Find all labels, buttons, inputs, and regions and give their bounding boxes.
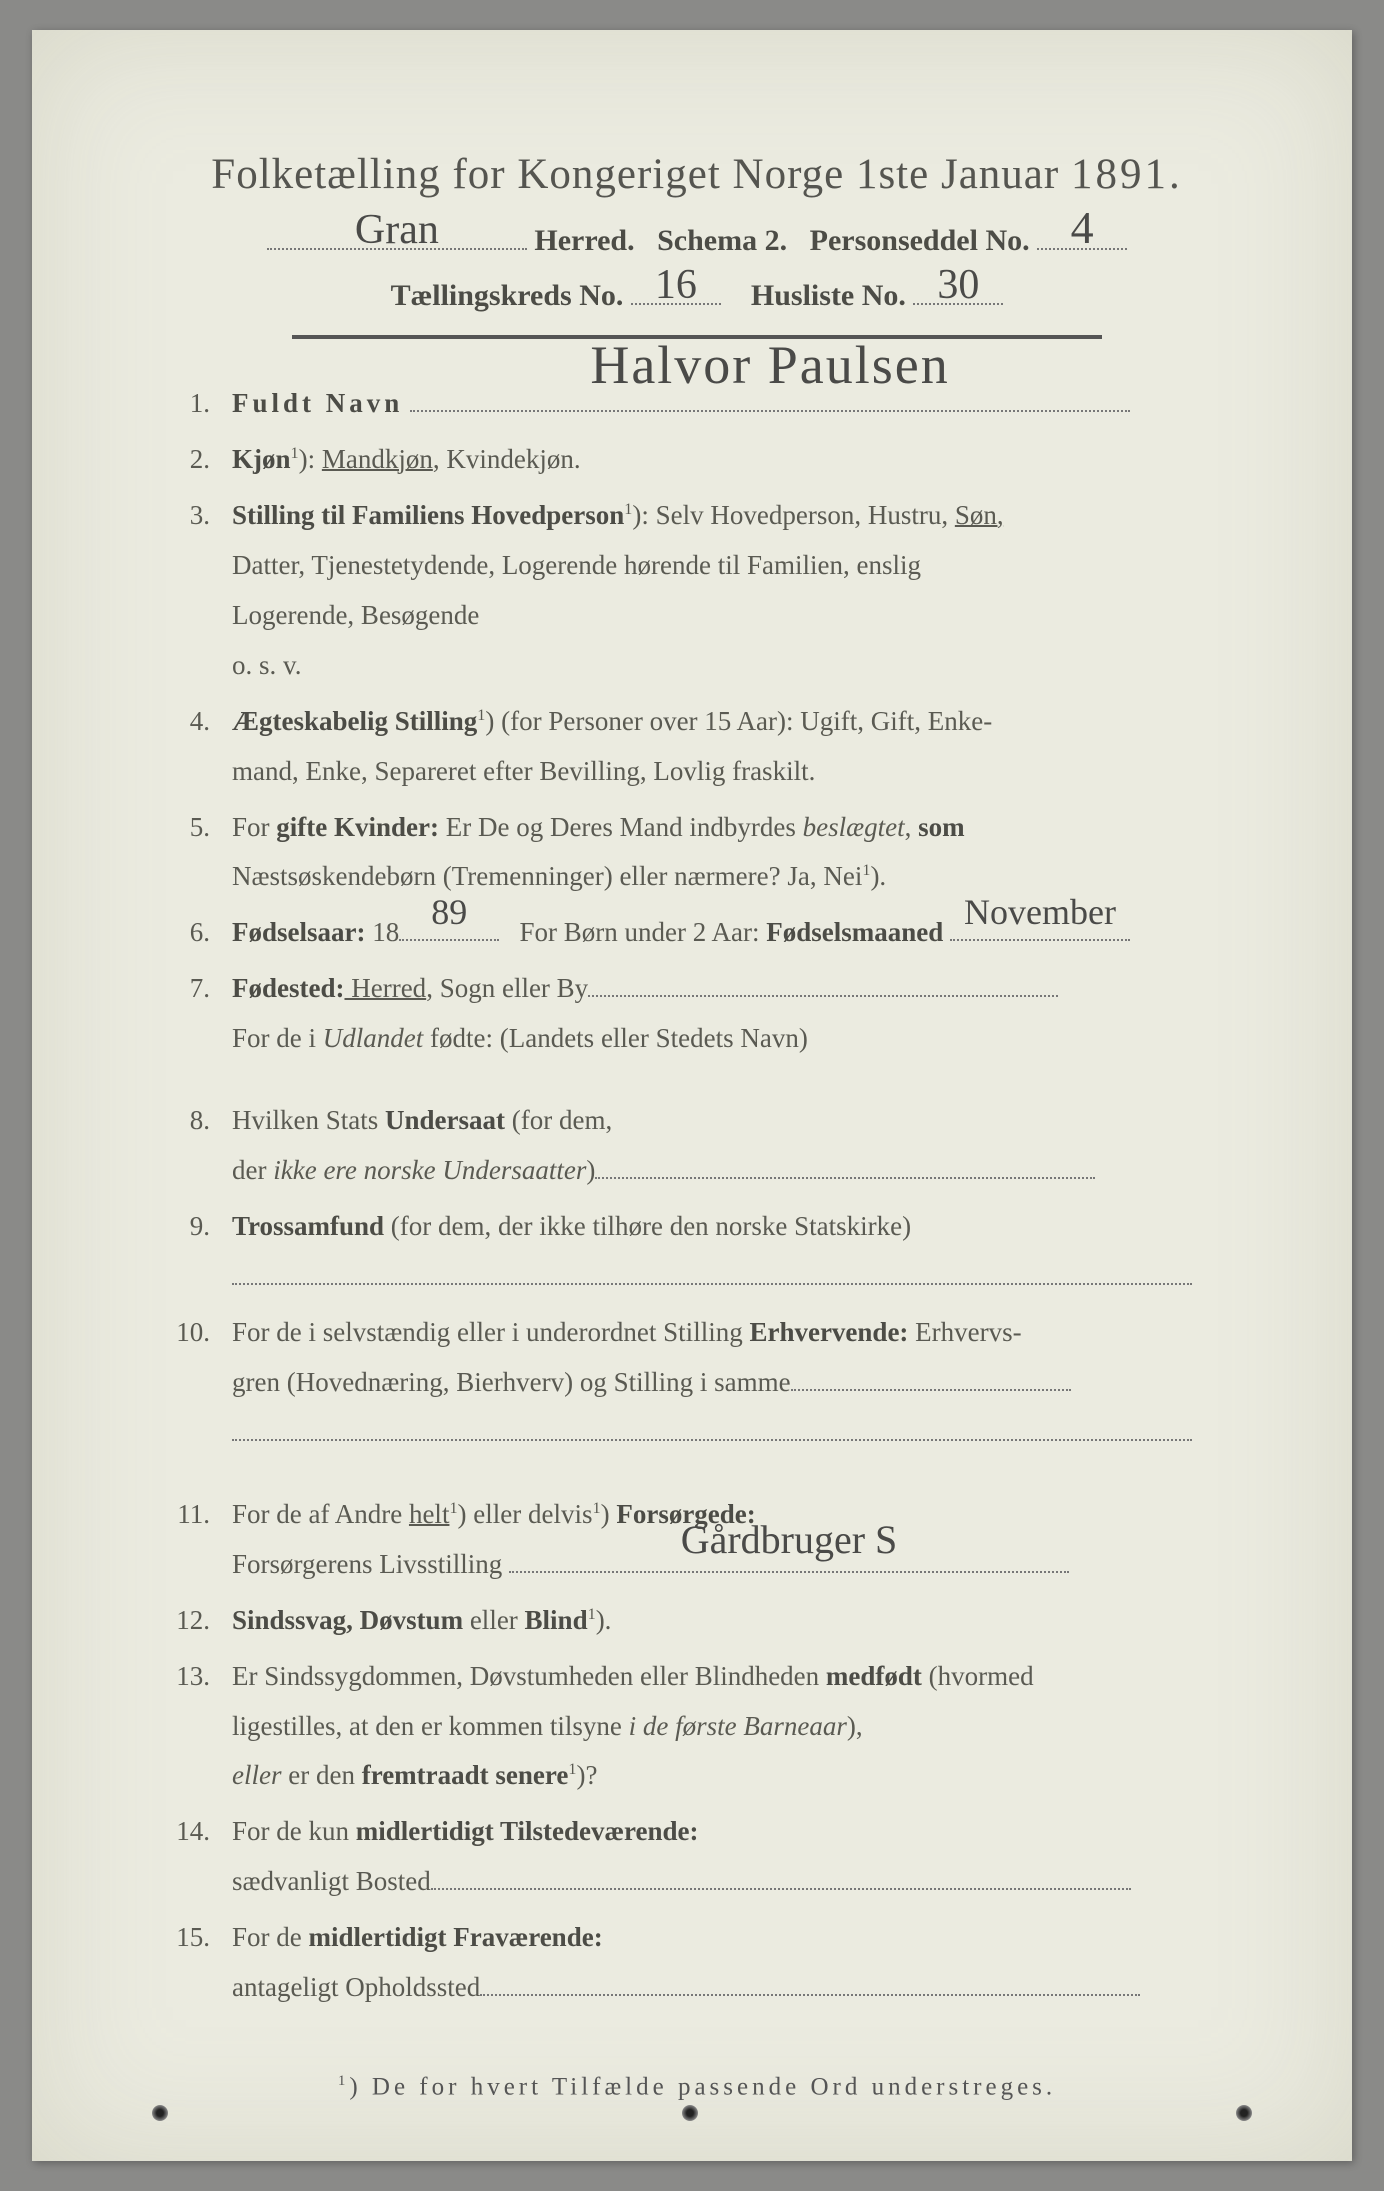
herred-label: Herred. xyxy=(534,224,634,257)
item-num: 15. xyxy=(162,1913,232,2013)
item-7: 7. Fødested: Herred, Sogn eller By For d… xyxy=(162,964,1232,1064)
field-label: Fuldt Navn xyxy=(232,388,403,418)
item-2: 2. Kjøn1): Mandkjøn, Kvindekjøn. xyxy=(162,435,1232,485)
item-num: 5. xyxy=(162,803,232,903)
kreds-field: 16 xyxy=(631,272,721,305)
item-num: 4. xyxy=(162,697,232,797)
binding-hole-icon xyxy=(682,2105,698,2121)
birthmonth-field: November xyxy=(950,912,1130,942)
item-num: 1. xyxy=(162,379,232,429)
item-num: 9. xyxy=(162,1202,232,1302)
header-line-3: Tællingskreds No. 16 Husliste No. 30 xyxy=(162,272,1232,313)
name-value: Halvor Paulsen xyxy=(410,316,1130,416)
item-12: 12. Sindssvag, Døvstum eller Blind1). xyxy=(162,1596,1232,1646)
item-num: 13. xyxy=(162,1652,232,1802)
item-num: 12. xyxy=(162,1596,232,1646)
birthyear-field: 89 xyxy=(399,912,499,942)
item-14: 14. For de kun midlertidigt Tilstedevære… xyxy=(162,1807,1232,1907)
item-9: 9. Trossamfund (for dem, der ikke tilhør… xyxy=(162,1202,1232,1302)
main-title: Folketælling for Kongeriget Norge 1ste J… xyxy=(162,150,1232,199)
item-num: 2. xyxy=(162,435,232,485)
personseddel-label: Personseddel No. xyxy=(810,224,1030,257)
item-3: 3. Stilling til Familiens Hovedperson1):… xyxy=(162,491,1232,691)
field-label: Fødselsaar: xyxy=(232,917,365,947)
birthyear-value: 89 xyxy=(399,879,499,946)
item-1: 1. Fuldt Navn Halvor Paulsen xyxy=(162,379,1232,429)
item-num: 10. xyxy=(162,1308,232,1458)
item-4: 4. Ægteskabelig Stilling1) (for Personer… xyxy=(162,697,1232,797)
sex-male: Mandkjøn xyxy=(322,444,433,474)
binding-hole-icon xyxy=(1236,2105,1252,2121)
field-label: Kjøn xyxy=(232,444,291,474)
relation-son: Søn, xyxy=(955,500,1004,530)
item-num: 6. xyxy=(162,908,232,958)
item-num: 7. xyxy=(162,964,232,1064)
provider-value: Gårdbruger S xyxy=(509,1503,1069,1577)
herred-value: Gran xyxy=(267,206,527,254)
census-form: Folketælling for Kongeriget Norge 1ste J… xyxy=(32,30,1352,2161)
field-label: Trossamfund xyxy=(232,1211,384,1241)
item-8: 8. Hvilken Stats Undersaat (for dem, der… xyxy=(162,1096,1232,1196)
item-13: 13. Er Sindssygdommen, Døvstumheden elle… xyxy=(162,1652,1232,1802)
item-num: 14. xyxy=(162,1807,232,1907)
field-label: Stilling til Familiens Hovedperson xyxy=(232,500,624,530)
item-num: 11. xyxy=(162,1490,232,1590)
provider-field: Gårdbruger S xyxy=(509,1543,1069,1573)
field-label: Ægteskabelig Stilling xyxy=(232,706,477,736)
personseddel-field: 4 xyxy=(1037,217,1127,250)
item-10: 10. For de i selvstændig eller i underor… xyxy=(162,1308,1232,1458)
birthmonth-value: November xyxy=(950,879,1130,946)
title-year: 1891. xyxy=(1071,151,1183,198)
item-11: 11. For de af Andre helt1) eller delvis1… xyxy=(162,1490,1232,1590)
kreds-label: Tællingskreds No. xyxy=(391,279,624,312)
binding-hole-icon xyxy=(152,2105,168,2121)
item-6: 6. Fødselsaar: 1889 For Børn under 2 Aar… xyxy=(162,908,1232,958)
herred-field: Gran xyxy=(267,217,527,250)
item-15: 15. For de midlertidigt Fraværende: anta… xyxy=(162,1913,1232,2013)
husliste-field: 30 xyxy=(913,272,1003,305)
husliste-value: 30 xyxy=(913,261,1003,309)
name-field: Halvor Paulsen xyxy=(410,382,1130,412)
header-line-2: Gran Herred. Schema 2. Personseddel No. … xyxy=(162,217,1232,258)
item-num: 8. xyxy=(162,1096,232,1196)
title-text: Folketælling for Kongeriget Norge 1ste J… xyxy=(211,151,1059,198)
schema-label: Schema 2. xyxy=(657,224,787,257)
field-label: Fødested: xyxy=(232,973,344,1003)
kreds-value: 16 xyxy=(631,261,721,309)
sex-female: Kvindekjøn. xyxy=(446,444,580,474)
footnote: 1) De for hvert Tilfælde passende Ord un… xyxy=(162,2073,1232,2101)
personseddel-value: 4 xyxy=(1037,201,1127,254)
husliste-label: Husliste No. xyxy=(751,279,906,312)
item-num: 3. xyxy=(162,491,232,691)
field-label: Sindssvag, Døvstum xyxy=(232,1605,463,1635)
